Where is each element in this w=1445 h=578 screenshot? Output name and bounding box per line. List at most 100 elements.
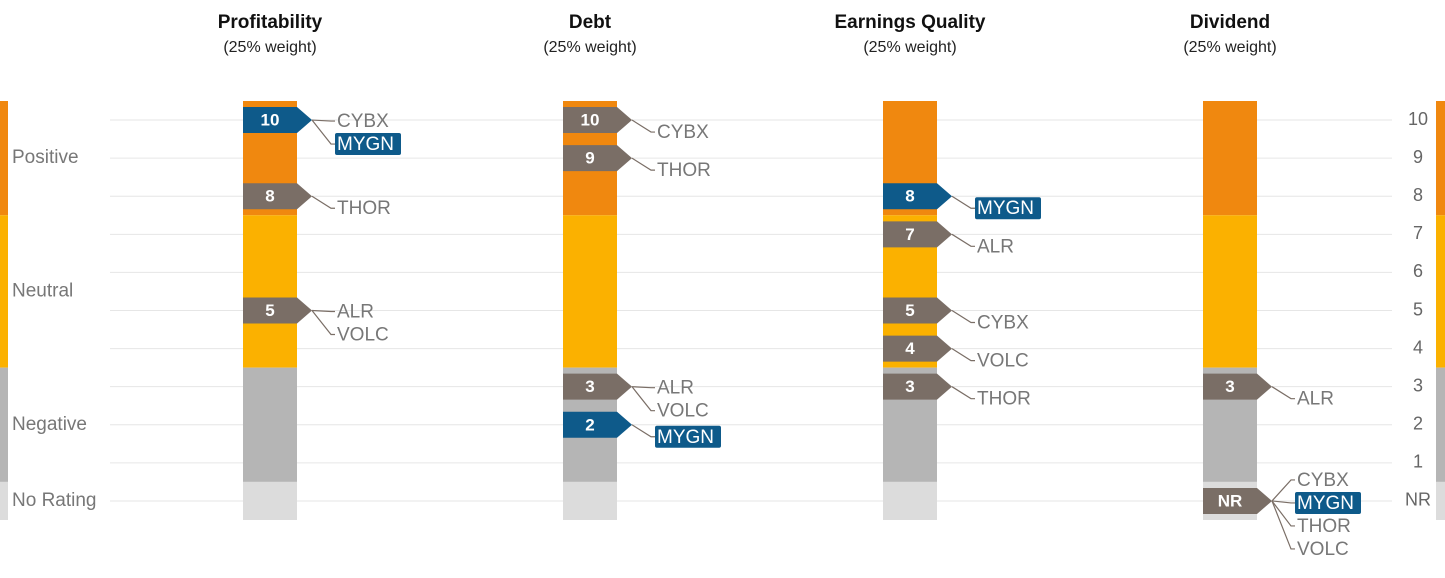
band-strip xyxy=(0,215,8,368)
y-tick-label: 4 xyxy=(1413,337,1423,357)
score-marker: 3 xyxy=(563,373,632,400)
score-marker: 3 xyxy=(883,373,952,400)
marker-label: 5 xyxy=(265,301,274,320)
score-marker: 9 xyxy=(563,145,632,172)
company-label: ALR xyxy=(977,236,1014,257)
leader-line xyxy=(1271,500,1295,527)
score-bar xyxy=(243,367,297,482)
band-strip xyxy=(0,101,8,216)
company-label: MYGN xyxy=(657,427,714,448)
score-bar xyxy=(243,215,297,368)
marker-label: 7 xyxy=(905,225,914,244)
marker-shape xyxy=(883,373,952,400)
marker-shape xyxy=(883,335,952,362)
company-label: THOR xyxy=(337,198,391,219)
company-label: ALR xyxy=(337,302,374,323)
y-tick-label: 1 xyxy=(1413,452,1423,472)
leader-line xyxy=(631,157,655,171)
company-label: CYBX xyxy=(1297,470,1349,491)
leader-line xyxy=(951,348,975,362)
y-tick-label: 9 xyxy=(1413,147,1423,167)
leader-line xyxy=(311,119,335,122)
y-tick-label: 3 xyxy=(1413,375,1423,395)
y-tick-label: 7 xyxy=(1413,223,1423,243)
panel-title: Profitability xyxy=(218,12,323,33)
company-label: MYGN xyxy=(1297,493,1354,514)
score-bar xyxy=(883,481,937,520)
band-strip xyxy=(1436,481,1445,520)
score-marker: 7 xyxy=(883,221,952,248)
marker-label: 8 xyxy=(905,187,914,206)
band-label: No Rating xyxy=(12,490,97,511)
score-marker: 8 xyxy=(243,183,312,210)
leader-line xyxy=(631,386,655,389)
score-marker: 5 xyxy=(243,297,312,324)
leader-line xyxy=(631,386,655,412)
company-label: CYBX xyxy=(657,122,709,143)
marker-shape xyxy=(243,107,312,134)
marker-label: 8 xyxy=(265,187,274,206)
marker-shape xyxy=(243,297,312,324)
band-label: Neutral xyxy=(12,280,73,301)
company-label: THOR xyxy=(657,160,711,181)
y-tick-label: NR xyxy=(1405,490,1431,510)
score-marker: 10 xyxy=(563,107,632,134)
leader-line xyxy=(311,195,335,209)
score-marker: 2 xyxy=(563,411,632,438)
marker-shape xyxy=(1203,373,1272,400)
band-label: Positive xyxy=(12,147,79,168)
score-bar xyxy=(563,215,617,368)
company-label: VOLC xyxy=(337,325,389,346)
leader-line xyxy=(951,309,975,324)
marker-label: 5 xyxy=(905,301,914,320)
score-marker: 3 xyxy=(1203,373,1272,400)
company-label: CYBX xyxy=(337,111,389,132)
panel-subtitle: (25% weight) xyxy=(223,39,316,56)
company-label: VOLC xyxy=(1297,539,1349,560)
panel-title: Earnings Quality xyxy=(835,12,986,33)
leader-line xyxy=(1271,500,1295,550)
leader-line xyxy=(311,309,335,313)
score-marker: 5 xyxy=(883,297,952,324)
marker-shape xyxy=(1203,487,1272,514)
company-label: THOR xyxy=(977,389,1031,410)
marker-label: NR xyxy=(1218,491,1243,510)
score-bar xyxy=(563,481,617,520)
band-strip xyxy=(1436,367,1445,482)
marker-label: 9 xyxy=(585,149,594,168)
panel-title: Debt xyxy=(569,12,612,33)
panel-subtitle: (25% weight) xyxy=(543,39,636,56)
leader-line xyxy=(951,386,975,400)
score-bar xyxy=(1203,101,1257,216)
company-label: THOR xyxy=(1297,516,1351,537)
y-tick-label: 6 xyxy=(1413,261,1423,281)
band-strip xyxy=(0,481,8,520)
highlight-box xyxy=(1295,491,1361,514)
y-tick-label: 5 xyxy=(1413,299,1423,319)
leader-line xyxy=(631,424,655,438)
marker-shape xyxy=(243,183,312,210)
marker-label: 3 xyxy=(1225,377,1234,396)
leader-line xyxy=(951,195,975,209)
marker-label: 4 xyxy=(905,339,915,358)
band-strip xyxy=(1436,215,1445,368)
band-label: Negative xyxy=(12,414,87,435)
panel-title: Dividend xyxy=(1190,12,1270,33)
score-marker: 4 xyxy=(883,335,952,362)
leader-line xyxy=(311,310,335,336)
score-marker: NR xyxy=(1203,487,1272,514)
band-strip xyxy=(1436,101,1445,216)
company-label: VOLC xyxy=(657,401,709,422)
band-strip xyxy=(0,367,8,482)
score-marker: 10 xyxy=(243,107,312,134)
leader-line xyxy=(311,119,335,145)
marker-shape xyxy=(883,183,952,210)
marker-label: 3 xyxy=(905,377,914,396)
leader-line xyxy=(951,233,975,247)
marker-label: 10 xyxy=(261,111,280,130)
marker-label: 3 xyxy=(585,377,594,396)
company-label: ALR xyxy=(657,378,694,399)
y-tick-label: 10 xyxy=(1408,109,1428,129)
marker-shape xyxy=(883,221,952,248)
